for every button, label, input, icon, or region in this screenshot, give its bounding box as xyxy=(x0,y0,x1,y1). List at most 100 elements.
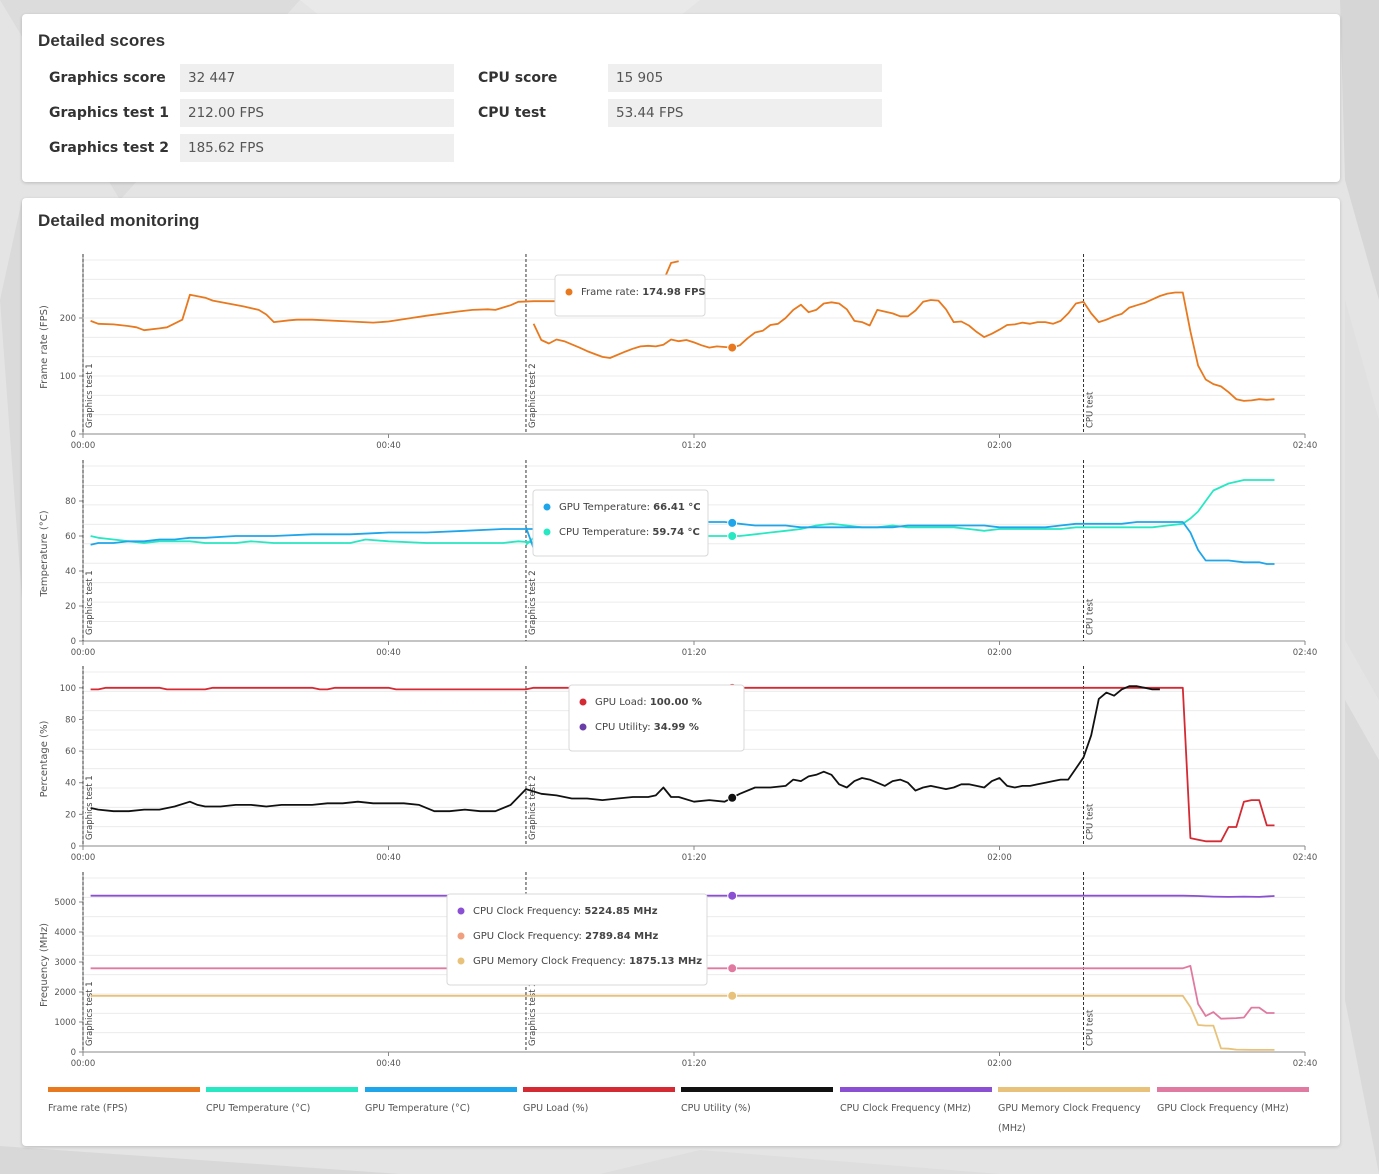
x-tick-label: 00:40 xyxy=(376,1059,401,1069)
y-tick-label: 5000 xyxy=(54,898,76,908)
test-marker-label: Graphics test 1 xyxy=(85,981,95,1046)
x-tick-label: 00:40 xyxy=(376,441,401,451)
tooltip-label: GPU Clock Frequency: 2789.84 MHz xyxy=(473,931,658,942)
tooltip-label: CPU Utility: 34.99 % xyxy=(595,722,699,733)
legend-gpu-clock-label: GPU Clock Frequency (MHz) xyxy=(1157,1103,1289,1114)
test-marker-label: Graphics test 2 xyxy=(528,981,538,1046)
tooltip-label: GPU Temperature: 66.41 °C xyxy=(559,502,701,513)
legend-frame-rate[interactable]: Frame rate (FPS) xyxy=(48,1087,200,1119)
test-marker-label: CPU test xyxy=(1086,1009,1096,1046)
chart-panel-2: 0 20 40 60 80 00:00 00:40 01:20 02:00 02:40 Temper… xyxy=(39,460,1317,658)
tooltip-series-value: 66.41 °C xyxy=(653,502,700,513)
test-marker-label: Graphics test 2 xyxy=(528,363,538,428)
test-marker-label: Graphics test 2 xyxy=(528,775,538,840)
tooltip-label: GPU Load: 100.00 % xyxy=(595,697,702,708)
test-marker-label: CPU test xyxy=(1086,803,1096,840)
series-line xyxy=(90,894,1275,898)
legend-cpu-utility-swatch xyxy=(681,1087,833,1092)
x-tick-label: 01:20 xyxy=(682,853,707,863)
tooltip-box xyxy=(554,274,706,317)
y-tick-label: 0 xyxy=(71,842,76,852)
legend-gpu-load[interactable]: GPU Load (%) xyxy=(523,1087,675,1119)
legend-gpu-temperature[interactable]: GPU Temperature (°C) xyxy=(365,1087,517,1119)
detailed-scores-title: Detailed scores xyxy=(38,31,166,50)
x-tick-label: 01:20 xyxy=(682,441,707,451)
y-tick-label: 1000 xyxy=(54,1018,76,1028)
y-tick-label: 80 xyxy=(65,497,76,507)
y-tick-label: 200 xyxy=(60,314,76,324)
y-axis-label: Frame rate (FPS) xyxy=(39,305,50,389)
legend-cpu-clock[interactable]: CPU Clock Frequency (MHz) xyxy=(840,1087,992,1119)
tooltip-series-label: Frame rate: xyxy=(581,287,642,298)
legend-cpu-utility-label: CPU Utility (%) xyxy=(681,1103,751,1114)
tooltip-series-label: GPU Clock Frequency: xyxy=(473,931,585,942)
tooltip-box xyxy=(568,684,745,752)
y-tick-label: 2000 xyxy=(54,988,76,998)
series-line xyxy=(90,994,1275,1051)
tooltip-series-label: CPU Utility: xyxy=(595,722,654,733)
y-axis-label: Frequency (MHz) xyxy=(39,923,50,1007)
legend-gpu-load-label: GPU Load (%) xyxy=(523,1103,589,1114)
cpu-test-value: 53.44 FPS xyxy=(608,99,882,127)
y-axis-label: Percentage (%) xyxy=(39,721,50,798)
x-tick-label: 02:00 xyxy=(987,853,1012,863)
test-marker-label: Graphics test 1 xyxy=(85,363,95,428)
cpu-score-value: 15 905 xyxy=(608,64,882,92)
detailed-monitoring-title: Detailed monitoring xyxy=(38,211,200,230)
legend-cpu-utility[interactable]: CPU Utility (%) xyxy=(681,1087,833,1119)
x-tick-label: 00:00 xyxy=(71,853,96,863)
test-marker-label: Graphics test 2 xyxy=(528,570,538,635)
y-tick-label: 80 xyxy=(65,715,76,725)
y-tick-label: 20 xyxy=(65,602,76,612)
chart-panel-4: 0 1000 2000 3000 4000 5000 00:00 00:40 01:20 02:0… xyxy=(39,872,1317,1069)
graphics-test-2-value: 185.62 FPS xyxy=(180,134,454,162)
tooltip-series-value: 5224.85 MHz xyxy=(584,906,657,917)
graphics-score-value: 32 447 xyxy=(180,64,454,92)
legend-gpu-memory-clock-swatch xyxy=(998,1087,1150,1092)
legend-gpu-memory-clock[interactable]: GPU Memory Clock Frequency (MHz) xyxy=(998,1087,1150,1139)
legend-gpu-clock-swatch xyxy=(1157,1087,1309,1092)
cpu-test-label: CPU test xyxy=(478,105,546,121)
series-line xyxy=(90,965,1275,1020)
legend-frame-rate-swatch xyxy=(48,1087,200,1092)
legend-cpu-temperature[interactable]: CPU Temperature (°C) xyxy=(206,1087,358,1119)
tooltip-series-label: GPU Load: xyxy=(595,697,650,708)
x-tick-label: 02:40 xyxy=(1293,441,1318,451)
graphics-test-1-label: Graphics test 1 xyxy=(49,105,169,121)
tooltip-series-value: 34.99 % xyxy=(654,722,699,733)
cpu-score-label: CPU score xyxy=(478,70,558,86)
hover-point xyxy=(727,990,738,1001)
x-tick-label: 00:40 xyxy=(376,853,401,863)
tooltip: GPU Temperature: 66.41 °C CPU Temperature… xyxy=(532,489,709,557)
tooltip-dot xyxy=(457,957,465,965)
legend-gpu-clock[interactable]: GPU Clock Frequency (MHz) xyxy=(1157,1087,1309,1119)
hover-point xyxy=(727,517,738,528)
legend-frame-rate-label: Frame rate (FPS) xyxy=(48,1103,128,1114)
test-marker-label: CPU test xyxy=(1086,391,1096,428)
hover-point xyxy=(727,792,738,803)
tooltip: CPU Clock Frequency: 5224.85 MHz GPU Cloc… xyxy=(446,893,708,986)
y-tick-label: 0 xyxy=(71,637,76,647)
tooltip-series-value: 100.00 % xyxy=(650,697,702,708)
hover-point xyxy=(727,890,738,901)
x-tick-label: 00:00 xyxy=(71,441,96,451)
x-tick-label: 02:40 xyxy=(1293,853,1318,863)
test-marker-label: Graphics test 1 xyxy=(85,775,95,840)
y-tick-label: 40 xyxy=(65,779,76,789)
legend-gpu-temperature-label: GPU Temperature (°C) xyxy=(365,1103,471,1114)
x-tick-label: 02:00 xyxy=(987,441,1012,451)
y-tick-label: 100 xyxy=(60,372,76,382)
test-marker-label: Graphics test 1 xyxy=(85,570,95,635)
x-tick-label: 01:20 xyxy=(682,1059,707,1069)
y-tick-label: 60 xyxy=(65,747,76,757)
graphics-test-2-label: Graphics test 2 xyxy=(49,140,169,156)
tooltip-series-value: 1875.13 MHz xyxy=(629,956,702,967)
hover-point xyxy=(727,531,738,541)
legend-gpu-memory-clock-label: GPU Memory Clock Frequency (MHz) xyxy=(998,1103,1141,1134)
legend-gpu-load-swatch xyxy=(523,1087,675,1092)
x-tick-label: 00:00 xyxy=(71,648,96,658)
graphics-test-1-value: 212.00 FPS xyxy=(180,99,454,127)
tooltip-series-label: CPU Clock Frequency: xyxy=(473,906,584,917)
hover-point xyxy=(727,963,738,974)
